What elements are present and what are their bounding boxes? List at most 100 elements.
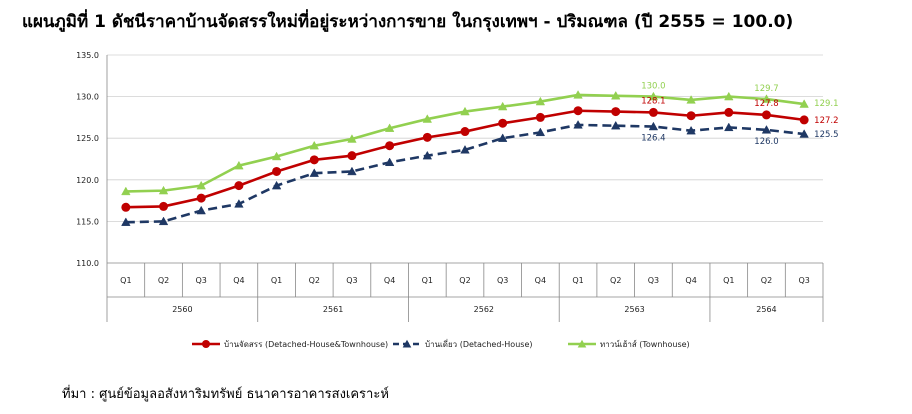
x-tick-label: Q2 [158, 276, 169, 285]
data-point [724, 91, 734, 101]
data-point [159, 201, 169, 211]
year-label: 2564 [756, 305, 776, 314]
x-tick-label: Q4 [535, 276, 546, 285]
data-point [686, 125, 696, 135]
data-point [648, 91, 659, 101]
data-point [799, 99, 809, 108]
legend-label: บ้านจัดสรร (Detached-House&Townhouse) [224, 340, 388, 349]
x-tick-label: Q1 [120, 276, 131, 285]
data-point [234, 181, 244, 191]
data-point [611, 90, 621, 100]
x-tick-label: Q4 [233, 276, 244, 285]
data-point [121, 186, 131, 196]
data-point [158, 216, 169, 226]
data-point [272, 166, 282, 176]
data-point [761, 94, 772, 103]
data-point [799, 115, 809, 125]
data-point [422, 114, 433, 123]
data-point [535, 112, 545, 122]
x-tick-label: Q2 [309, 276, 320, 285]
data-point [271, 180, 282, 190]
x-tick-label: Q3 [196, 276, 207, 285]
y-tick-label: 115.0 [76, 217, 99, 226]
data-point [724, 107, 734, 117]
data-point [535, 127, 546, 137]
legend-marker [577, 339, 587, 348]
source-note: ที่มา : ศูนย์ข้อมูลอสังหาริมทรัพย์ ธนาคา… [62, 387, 389, 402]
data-point [121, 202, 131, 212]
data-label: 129.7 [754, 84, 778, 94]
x-tick-label: Q2 [761, 276, 772, 285]
data-label: 126.0 [754, 137, 778, 147]
data-label: 125.5 [814, 130, 838, 140]
data-point [497, 101, 508, 111]
data-point [309, 155, 319, 165]
x-tick-label: Q1 [271, 276, 282, 285]
y-tick-label: 125.0 [76, 134, 99, 143]
data-point [535, 96, 546, 106]
data-point [385, 141, 395, 151]
legend-label: บ้านเดี่ยว (Detached-House) [425, 338, 532, 349]
data-label: 127.2 [814, 116, 838, 126]
data-label: 126.4 [641, 134, 665, 144]
x-tick-label: Q1 [422, 276, 433, 285]
data-point [497, 133, 508, 142]
data-label: 130.0 [641, 82, 665, 92]
x-tick-label: Q3 [798, 276, 809, 285]
y-tick-label: 110.0 [76, 259, 99, 268]
data-point [460, 145, 470, 154]
data-point [196, 180, 206, 190]
year-label: 2563 [624, 305, 644, 314]
data-point [384, 123, 395, 132]
data-point [573, 106, 583, 116]
y-tick-label: 135.0 [76, 51, 99, 60]
data-point [347, 151, 357, 161]
data-point [611, 120, 621, 130]
legend-label: ทาวน์เฮ้าส์ (Townhouse) [600, 339, 690, 349]
x-tick-label: Q4 [384, 276, 395, 285]
data-point [196, 205, 206, 215]
data-point [611, 107, 621, 117]
data-point [460, 106, 470, 116]
data-point [648, 107, 658, 117]
year-label: 2562 [474, 305, 494, 314]
data-point [271, 151, 282, 161]
x-tick-label: Q2 [459, 276, 470, 285]
chart-title: แผนภูมิที่ 1 ดัชนีราคาบ้านจัดสรรใหม่ที่อ… [22, 12, 794, 32]
data-point [422, 150, 433, 160]
data-point [347, 134, 357, 143]
data-point [573, 90, 583, 99]
x-tick-label: Q3 [346, 276, 357, 285]
data-point [761, 125, 772, 134]
x-tick-label: Q1 [572, 276, 583, 285]
data-point [460, 127, 470, 137]
y-tick-label: 120.0 [76, 176, 99, 185]
data-point [724, 122, 734, 132]
data-point [573, 120, 583, 129]
data-point [158, 185, 169, 195]
data-point [234, 160, 244, 170]
data-point [234, 199, 244, 208]
x-tick-label: Q4 [685, 276, 696, 285]
data-point [761, 110, 771, 120]
year-label: 2561 [323, 305, 343, 314]
plot-area [107, 55, 823, 263]
data-point [686, 95, 696, 104]
data-point [384, 157, 395, 167]
data-point [686, 111, 696, 121]
y-tick-label: 130.0 [76, 93, 99, 102]
data-label: 129.1 [814, 99, 838, 109]
data-point [648, 121, 659, 131]
x-tick-label: Q3 [648, 276, 659, 285]
data-point [498, 118, 508, 128]
x-tick-label: Q3 [497, 276, 508, 285]
legend-marker [202, 340, 210, 348]
data-point [196, 193, 206, 203]
year-label: 2560 [172, 305, 192, 314]
data-label: 127.8 [754, 99, 778, 109]
data-point [121, 217, 131, 226]
data-point [422, 132, 432, 142]
data-point [309, 140, 319, 150]
x-tick-label: Q1 [723, 276, 734, 285]
